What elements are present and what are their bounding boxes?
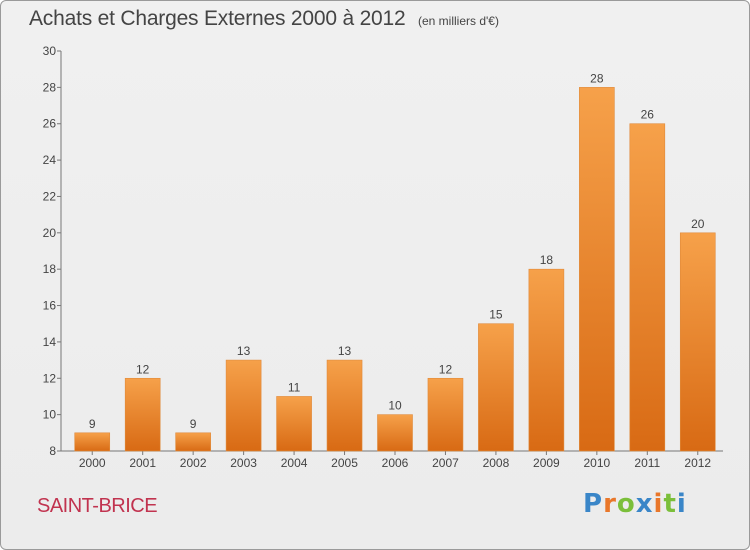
- x-tick-label-2002: 2002: [180, 456, 207, 470]
- y-tick-label: 20: [43, 226, 57, 240]
- chart-title: Achats et Charges Externes 2000 à 2012: [29, 7, 406, 30]
- bar-2011: [629, 123, 666, 452]
- x-tick-label-2011: 2011: [634, 456, 660, 470]
- y-tick-label: 26: [43, 117, 57, 131]
- bar-2003: [225, 359, 262, 452]
- x-tick-label-2010: 2010: [583, 456, 610, 470]
- bar-2002: [175, 432, 211, 452]
- y-tick-label: 22: [43, 189, 57, 203]
- data-label-2006: 10: [388, 399, 402, 413]
- data-label-2000: 9: [89, 417, 96, 431]
- logo-letter: i: [653, 489, 664, 519]
- data-label-2007: 12: [439, 362, 453, 376]
- logo-letter: t: [663, 489, 677, 519]
- bar-2006: [377, 414, 413, 452]
- y-tick-label: 10: [43, 408, 57, 422]
- bar-2001: [124, 377, 161, 452]
- data-label-2001: 12: [136, 362, 150, 376]
- y-tick-label: 16: [43, 299, 57, 313]
- x-tick-label-2009: 2009: [533, 456, 560, 470]
- logo-letter: P: [583, 489, 604, 519]
- x-tick-label-2001: 2001: [129, 456, 156, 470]
- data-label-2008: 15: [489, 308, 503, 322]
- y-tick-label: 28: [43, 80, 57, 94]
- chart-subtitle: (en milliers d'€): [418, 14, 499, 28]
- bar-2010: [579, 87, 615, 452]
- x-tick-label-2012: 2012: [684, 456, 711, 470]
- chart-bars: [74, 87, 716, 452]
- chart-labels: 2000 9 2001 12 2002 9 2003 13 2004 11 2005 13 2006 10…: [79, 71, 712, 470]
- data-label-2004: 11: [288, 380, 301, 394]
- x-tick-label-2000: 2000: [79, 456, 106, 470]
- city-name: SAINT-BRICE: [37, 495, 158, 517]
- x-tick-label-2006: 2006: [382, 456, 409, 470]
- data-label-2012: 20: [691, 217, 705, 231]
- data-label-2010: 28: [590, 71, 604, 85]
- y-tick-label: 14: [43, 335, 57, 349]
- y-tick-label: 8: [49, 444, 56, 458]
- x-tick-label-2005: 2005: [331, 456, 358, 470]
- logo-letter: i: [676, 489, 687, 519]
- proxiti-logo: Proxiti: [583, 489, 687, 519]
- bar-2007: [427, 377, 464, 452]
- data-label-2009: 18: [540, 253, 554, 267]
- logo-letter: x: [635, 489, 654, 519]
- x-tick-label-2008: 2008: [483, 456, 510, 470]
- y-tick-label: 30: [43, 44, 57, 58]
- bar-2005: [326, 359, 363, 452]
- bar-2000: [74, 432, 111, 452]
- logo-letter: r: [603, 489, 617, 519]
- y-tick-label: 12: [43, 371, 57, 385]
- logo-letter: o: [616, 489, 636, 519]
- data-label-2002: 9: [190, 417, 197, 431]
- bar-2008: [478, 323, 514, 452]
- data-label-2003: 13: [237, 344, 251, 358]
- data-label-2011: 26: [641, 108, 655, 122]
- bar-2004: [276, 396, 312, 452]
- bar-2012: [679, 232, 716, 452]
- y-tick-label: 24: [43, 153, 57, 167]
- bar-2009: [528, 268, 565, 452]
- x-tick-label-2003: 2003: [230, 456, 257, 470]
- data-label-2005: 13: [338, 344, 352, 358]
- y-tick-label: 18: [43, 262, 57, 276]
- x-tick-label-2007: 2007: [432, 456, 459, 470]
- x-tick-label-2004: 2004: [281, 456, 308, 470]
